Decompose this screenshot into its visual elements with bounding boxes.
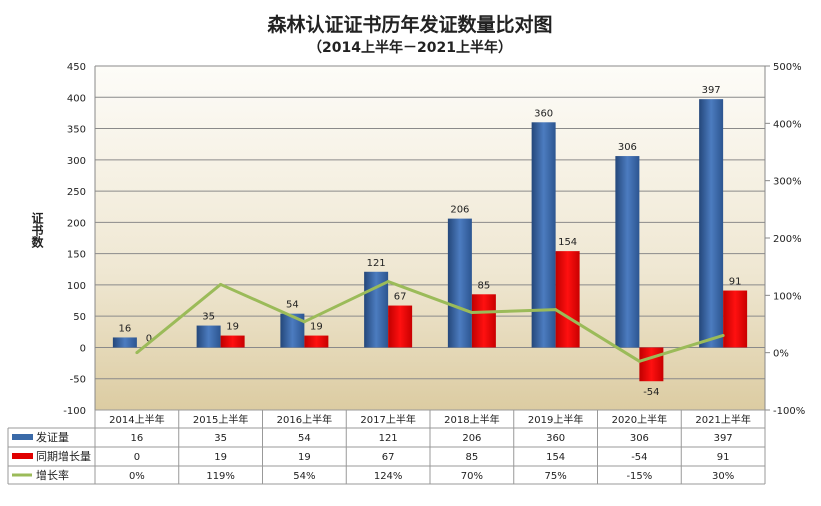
table-cell: -15% (626, 471, 652, 482)
table-cell: 397 (714, 433, 733, 444)
table-cell: 154 (546, 452, 565, 463)
issued-bar-label: 121 (367, 258, 386, 269)
issued-bar-label: 206 (450, 205, 469, 216)
table-cell: 360 (546, 433, 565, 444)
table-cell: 54% (293, 471, 315, 482)
table-cell: 19 (298, 452, 311, 463)
legend-label: 发证量 (36, 430, 69, 444)
growth-bar (556, 251, 580, 347)
growth-bar-label: 67 (394, 292, 407, 303)
issued-bar-label: 306 (618, 142, 637, 153)
table-cell: 35 (214, 433, 227, 444)
growth-bar (304, 336, 328, 348)
chart-title: 森林认证证书历年发证数量比对图 (267, 13, 552, 36)
issued-bar-label: 16 (119, 323, 132, 334)
table-cell: 0% (129, 471, 145, 482)
y-axis-label: 证书数 (30, 212, 44, 248)
issued-bar (699, 99, 723, 347)
growth-bar-label: -54 (643, 387, 659, 398)
growth-bar-label: 19 (226, 322, 239, 333)
category-label: 2017上半年 (360, 413, 415, 426)
table-cell: 70% (461, 471, 483, 482)
table-cell: -54 (631, 452, 647, 463)
y2-tick-label: 500% (773, 62, 802, 73)
category-label: 2014上半年 (109, 413, 164, 426)
table-cell: 124% (374, 471, 403, 482)
table-cell: 19 (214, 452, 227, 463)
plot-area (95, 66, 765, 410)
issued-bar-label: 35 (202, 312, 215, 323)
table-cell: 119% (206, 471, 235, 482)
growth-rate-point (135, 351, 138, 354)
issued-bar-label: 397 (702, 85, 721, 96)
growth-bar (221, 336, 245, 348)
growth-bar-label: 85 (478, 280, 491, 291)
y-tick-label: -100 (63, 406, 86, 417)
y-tick-label: 400 (67, 93, 86, 104)
y-tick-label: 200 (67, 218, 86, 229)
table-cell: 206 (462, 433, 481, 444)
issued-bar (448, 219, 472, 348)
y-tick-label: 350 (67, 125, 86, 136)
category-label: 2018上半年 (444, 413, 499, 426)
issued-bar (197, 326, 221, 348)
legend-key-bar (12, 453, 33, 459)
y-tick-label: 250 (67, 187, 86, 198)
growth-rate-point (722, 334, 725, 337)
issued-bar (113, 337, 137, 347)
growth-bar-label: 154 (558, 237, 577, 248)
growth-bar (388, 306, 412, 348)
y2-tick-label: 200% (773, 234, 802, 245)
legend-key-bar (12, 434, 33, 440)
category-label: 2016上半年 (277, 413, 332, 426)
y2-tick-label: 300% (773, 177, 802, 188)
y2-tick-label: 0% (773, 349, 789, 360)
growth-rate-point (219, 283, 222, 286)
legend-label: 增长率 (36, 468, 69, 482)
category-label: 2019上半年 (528, 413, 583, 426)
chart-subtitle: （2014上半年－2021上半年） (308, 39, 512, 56)
table-cell: 85 (466, 452, 479, 463)
y2-tick-label: -100% (773, 406, 805, 417)
issued-bar (615, 156, 639, 347)
growth-rate-point (470, 311, 473, 314)
category-label: 2020上半年 (612, 413, 667, 426)
category-label: 2015上半年 (193, 413, 248, 426)
legend-label: 同期增长量 (36, 449, 91, 463)
table-cell: 0 (134, 452, 140, 463)
growth-bar (472, 294, 496, 347)
table-cell: 16 (131, 433, 144, 444)
growth-rate-point (554, 308, 557, 311)
issued-bar (532, 122, 556, 347)
y2-tick-label: 400% (773, 119, 802, 130)
growth-bar (723, 291, 747, 348)
issued-bar-label: 54 (286, 300, 299, 311)
table-cell: 54 (298, 433, 311, 444)
issued-bar-label: 360 (534, 108, 553, 119)
y-tick-label: 0 (80, 343, 86, 354)
growth-rate-point (387, 280, 390, 283)
table-cell: 30% (712, 471, 734, 482)
growth-rate-point (638, 360, 641, 363)
table-cell: 75% (545, 471, 567, 482)
growth-bar-label: 19 (310, 322, 323, 333)
growth-bar-label: 91 (729, 277, 742, 288)
y-tick-label: 100 (67, 281, 86, 292)
table-cell: 91 (717, 452, 730, 463)
growth-bar (639, 347, 663, 381)
growth-rate-point (303, 320, 306, 323)
table-cell: 67 (382, 452, 395, 463)
category-label: 2021上半年 (695, 413, 750, 426)
y-tick-label: 150 (67, 250, 86, 261)
y2-tick-label: 100% (773, 291, 802, 302)
y-tick-label: -50 (70, 375, 86, 386)
table-cell: 306 (630, 433, 649, 444)
table-cell: 121 (379, 433, 398, 444)
y-tick-label: 450 (67, 62, 86, 73)
y-tick-label: 300 (67, 156, 86, 167)
y-tick-label: 50 (73, 312, 86, 323)
